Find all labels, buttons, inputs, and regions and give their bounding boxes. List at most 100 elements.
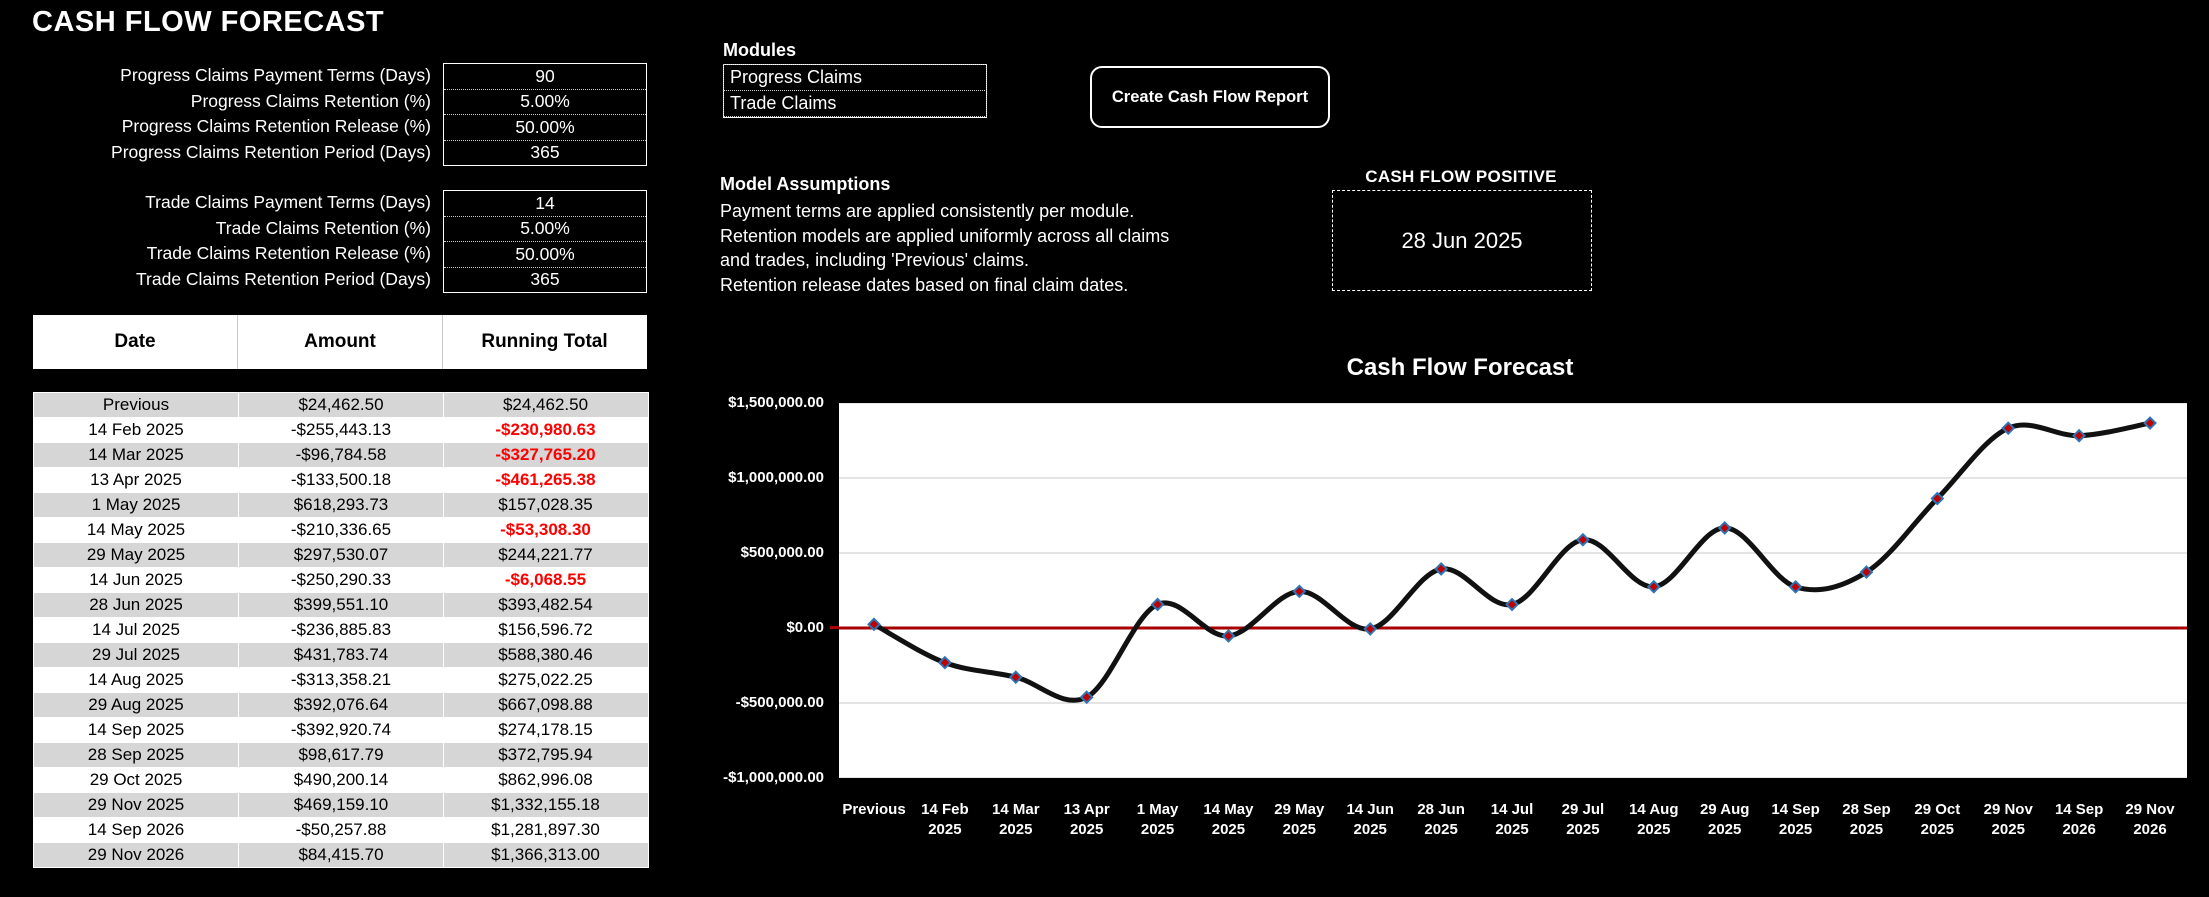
table-cell-date: 14 May 2025 bbox=[34, 518, 239, 542]
model-assumptions: Model Assumptions Payment terms are appl… bbox=[720, 174, 1169, 297]
table-cell-running-total: $588,380.46 bbox=[498, 645, 593, 664]
x-axis-label: 14 Mar 2025 bbox=[992, 801, 1040, 838]
table-cell-running-total: $862,996.08 bbox=[498, 770, 593, 789]
x-axis-label: 28 Sep 2025 bbox=[1842, 801, 1891, 838]
x-axis-label: 14 Feb 2025 bbox=[921, 801, 969, 838]
table-header-amount: Amount bbox=[238, 315, 443, 369]
table-cell-running-total: $275,022.25 bbox=[498, 670, 593, 689]
progress-param-label: Progress Claims Retention Release (%) bbox=[121, 116, 431, 136]
table-cell-running-total: $372,795.94 bbox=[498, 745, 593, 764]
progress-param-value-cell[interactable]: 365 bbox=[530, 142, 560, 163]
table-cell-amount: $431,783.74 bbox=[239, 643, 444, 667]
model-assumptions-header: Model Assumptions bbox=[720, 174, 891, 194]
table-cell-date: 28 Jun 2025 bbox=[34, 593, 239, 617]
table-cell-amount: $84,415.70 bbox=[239, 843, 444, 867]
table-row: 14 Jul 2025 -$236,885.83 $156,596.72 bbox=[34, 618, 648, 643]
trade-param-value-cell[interactable]: 365 bbox=[530, 269, 560, 290]
table-cell-amount: $490,200.14 bbox=[239, 768, 444, 792]
table-row: 14 Mar 2025 -$96,784.58 -$327,765.20 bbox=[34, 443, 648, 468]
table-row: 29 Aug 2025 $392,076.64 $667,098.88 bbox=[34, 693, 648, 718]
chart-marker bbox=[1788, 579, 1803, 594]
trade-claims-labels: Trade Claims Payment Terms (Days) Trade C… bbox=[20, 190, 431, 292]
progress-param-value-cell[interactable]: 5.00% bbox=[444, 90, 646, 115]
create-cash-flow-report-button[interactable]: Create Cash Flow Report bbox=[1090, 66, 1330, 128]
table-row: 29 Nov 2026 $84,415.70 $1,366,313.00 bbox=[34, 843, 648, 867]
table-cell-running-total: $24,462.50 bbox=[502, 395, 589, 414]
x-axis-label: 13 Apr 2025 bbox=[1063, 801, 1110, 838]
table-cell-running-total: $1,332,155.18 bbox=[491, 795, 600, 814]
trade-claims-inputs: 14 5.00% 50.00% 365 bbox=[443, 190, 647, 293]
chart-marker bbox=[867, 617, 881, 632]
table-row: 29 Nov 2025 $469,159.10 $1,332,155.18 bbox=[34, 793, 648, 818]
chart-marker bbox=[2072, 428, 2087, 443]
chart-marker bbox=[2143, 416, 2157, 430]
table-cell-amount: -$250,290.33 bbox=[239, 568, 444, 592]
x-axis-label: 29 Jul 2025 bbox=[1561, 801, 1605, 838]
trade-param-label: Trade Claims Retention (%) bbox=[215, 217, 431, 238]
chart-marker bbox=[1292, 584, 1307, 599]
progress-claims-inputs: 90 5.00% 50.00% 365 bbox=[443, 63, 647, 166]
trade-param-label: Trade Claims Retention Period (Days) bbox=[135, 268, 431, 289]
y-axis-label: $0.00 bbox=[786, 619, 824, 636]
table-cell-date: Previous bbox=[34, 393, 239, 417]
progress-param-value-cell[interactable]: 50.00% bbox=[444, 115, 646, 141]
table-row: 14 Feb 2025 -$255,443.13 -$230,980.63 bbox=[34, 418, 648, 443]
chart-marker bbox=[937, 655, 952, 670]
table-cell-date: 14 Jul 2025 bbox=[34, 618, 239, 642]
progress-param-label: Progress Claims Payment Terms (Days) bbox=[120, 65, 431, 85]
module-item-trade-claims[interactable]: Trade Claims bbox=[723, 90, 987, 117]
assumption-line: Payment terms are applied consistently p… bbox=[720, 201, 1135, 221]
chart-marker bbox=[1008, 670, 1023, 685]
table-cell-running-total: -$6,068.55 bbox=[504, 570, 587, 589]
modules-listbox[interactable]: Progress Claims Trade Claims bbox=[723, 64, 987, 118]
table-cell-amount: -$133,500.18 bbox=[239, 468, 444, 492]
trade-param-value-cell[interactable]: 5.00% bbox=[444, 217, 646, 242]
table-header-date: Date bbox=[33, 315, 238, 369]
trade-param-label: Trade Claims Payment Terms (Days) bbox=[145, 192, 431, 212]
cash-flow-positive-header: CASH FLOW POSITIVE bbox=[1365, 167, 1557, 186]
module-item-progress-claims[interactable]: Progress Claims bbox=[723, 64, 987, 91]
table-row: 29 Oct 2025 $490,200.14 $862,996.08 bbox=[34, 768, 648, 793]
table-cell-date: 1 May 2025 bbox=[34, 493, 239, 517]
trade-param-value-cell[interactable]: 14 bbox=[444, 191, 646, 217]
table-cell-amount: $98,617.79 bbox=[239, 743, 444, 767]
assumption-line: Retention release dates based on final c… bbox=[720, 274, 1129, 295]
table-cell-running-total: -$53,308.30 bbox=[500, 520, 591, 539]
table-header: Date Amount Running Total bbox=[33, 315, 647, 369]
table-row: 14 Aug 2025 -$313,358.21 $275,022.25 bbox=[34, 668, 648, 693]
table-cell-amount: $392,076.64 bbox=[239, 693, 444, 717]
table-cell-running-total: $393,482.54 bbox=[498, 595, 593, 614]
x-axis-label: 14 Sep 2025 bbox=[1771, 801, 1820, 838]
table-cell-amount: -$313,358.21 bbox=[239, 668, 444, 692]
y-axis-label: -$1,000,000.00 bbox=[723, 769, 824, 786]
chart-marker bbox=[1221, 629, 1236, 643]
table-cell-date: 29 May 2025 bbox=[34, 543, 239, 567]
table-cell-amount: -$96,784.58 bbox=[239, 443, 444, 467]
cash-flow-line-chart bbox=[839, 402, 2187, 779]
x-axis-label: 14 Sep 2026 bbox=[2054, 801, 2104, 838]
table-row: 1 May 2025 $618,293.73 $157,028.35 bbox=[34, 493, 648, 518]
table-cell-date: 29 Oct 2025 bbox=[34, 768, 239, 792]
x-axis-label: 29 Oct 2025 bbox=[1914, 801, 1961, 838]
table-cell-date: 14 Sep 2025 bbox=[34, 718, 239, 742]
trade-param-value-cell[interactable]: 50.00% bbox=[444, 242, 646, 268]
y-axis-label: $500,000.00 bbox=[740, 544, 824, 561]
progress-param-value-cell[interactable]: 90 bbox=[444, 64, 646, 90]
chart-marker bbox=[1363, 621, 1378, 636]
table-cell-amount: $399,551.10 bbox=[239, 593, 444, 617]
table-cell-date: 29 Jul 2025 bbox=[34, 643, 239, 667]
table-cell-amount: -$210,336.65 bbox=[239, 518, 444, 542]
cash-flow-positive-date: 28 Jun 2025 bbox=[1401, 227, 1523, 253]
table-cell-date: 14 Aug 2025 bbox=[34, 668, 239, 692]
table-row: 14 Sep 2026 -$50,257.88 $1,281,897.30 bbox=[34, 818, 648, 843]
x-axis-label: 14 Aug 2025 bbox=[1629, 801, 1679, 838]
table-header-running-total: Running Total bbox=[481, 331, 608, 352]
chart-marker bbox=[1717, 521, 1732, 535]
table-cell-date: 28 Sep 2025 bbox=[34, 743, 239, 767]
table-row: 14 Jun 2025 -$250,290.33 -$6,068.55 bbox=[34, 568, 648, 593]
x-axis-label: Previous bbox=[842, 801, 906, 818]
progress-claims-labels: Progress Claims Payment Terms (Days) Prog… bbox=[20, 63, 431, 165]
assumption-line: Retention models are applied uniformly a… bbox=[720, 225, 1170, 246]
y-axis-label: $1,000,000.00 bbox=[728, 469, 824, 486]
